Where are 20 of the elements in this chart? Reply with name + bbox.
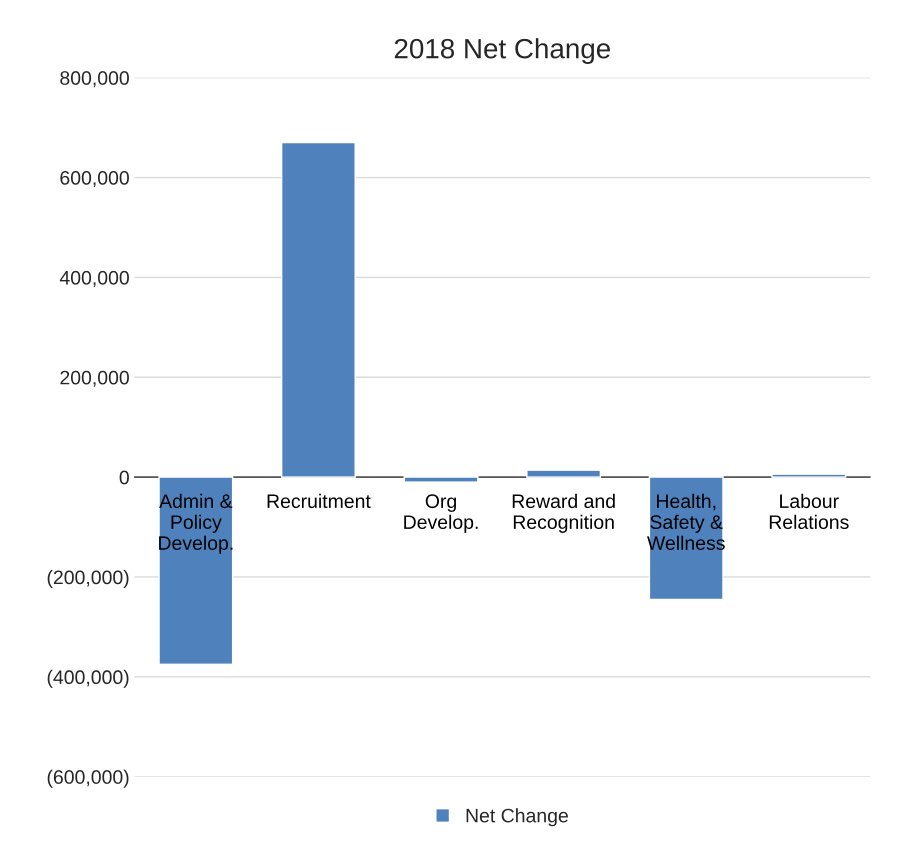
y-tick-label: 800,000 (60, 71, 129, 88)
bar (280, 142, 356, 478)
bar (158, 476, 234, 666)
x-tick-label: Reward and Recognition (512, 494, 615, 533)
y-tick-label: 0 (120, 470, 129, 484)
y-tick-label: 400,000 (60, 270, 129, 287)
y-tick-label: (600,000) (48, 770, 128, 788)
legend-label: Net Change (466, 808, 568, 826)
bar (771, 473, 846, 478)
y-tick-label: (400,000) (48, 670, 128, 688)
y-tick-label: 600,000 (60, 171, 129, 188)
bar (526, 469, 602, 478)
x-tick-label: Org Develop. (404, 494, 478, 533)
bar (404, 476, 478, 483)
x-tick-label: Labour Relations (770, 494, 849, 530)
y-tick-label: (200,000) (48, 570, 128, 588)
bar (648, 476, 724, 600)
y-tick-label: 200,000 (60, 370, 129, 387)
chart-title: 2018 Net Change (394, 38, 610, 64)
x-tick-label: Recruitment (268, 494, 371, 508)
